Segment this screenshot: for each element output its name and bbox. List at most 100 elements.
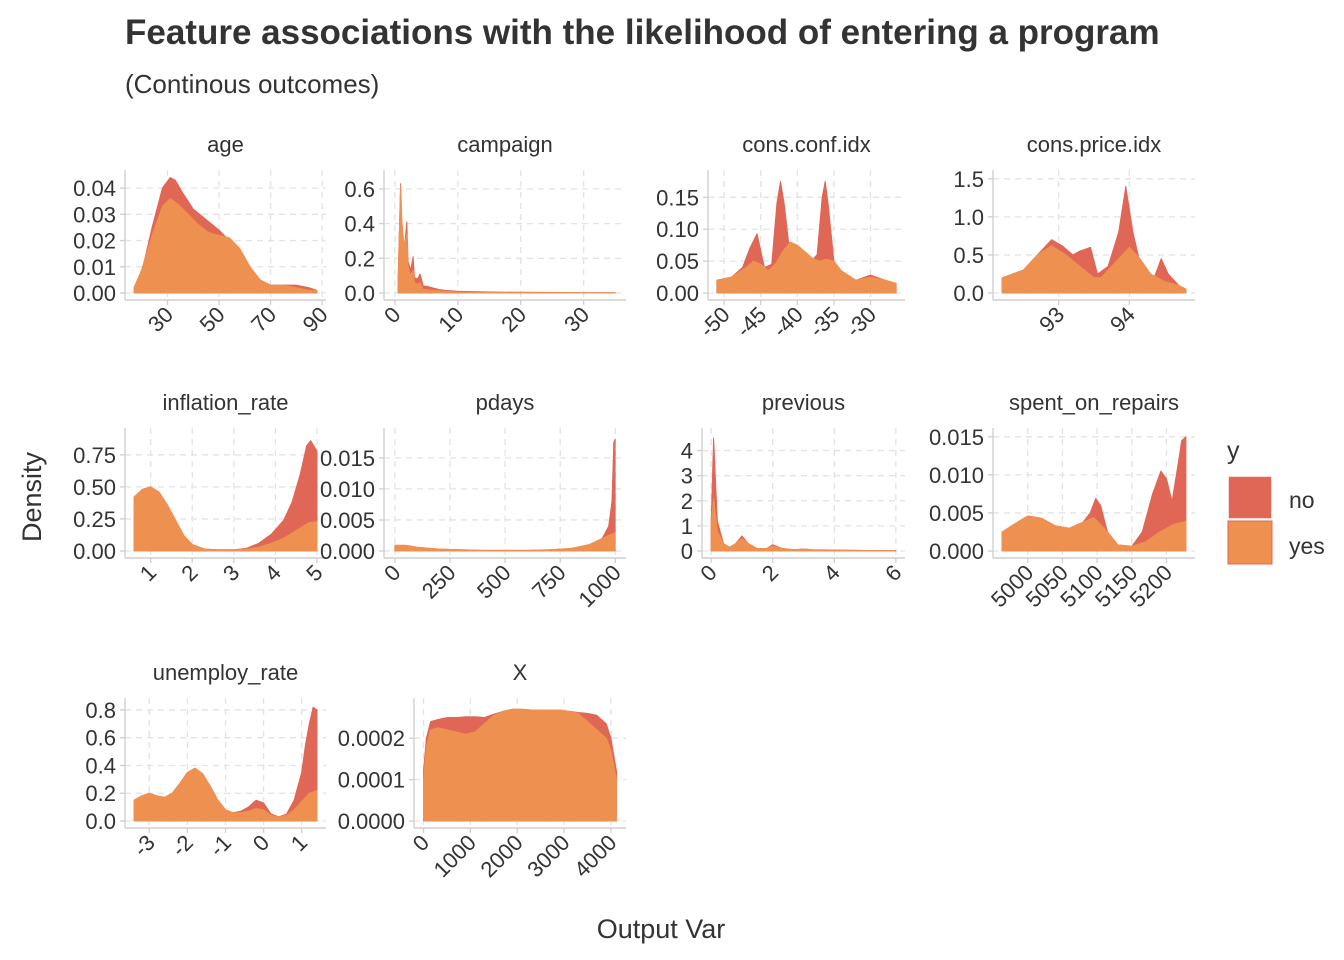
y-tick-label: 0.000 [929,539,984,564]
y-tick-label: 0.0002 [338,726,405,751]
y-tick-label: 0.02 [73,229,116,254]
x-tick-label: 10 [433,302,468,337]
density-area-yes [710,497,897,552]
y-tick-label: 0.25 [73,507,116,532]
panel-pdays: pdays 0.000 0.005 0.010 0.015 0 250 500 750 1000 [320,390,626,612]
x-tick-label: -2 [166,830,198,862]
panel-campaign: campaign 0.0 0.2 0.4 0.6 0 10 20 30 [344,132,626,337]
density-area-no [397,183,616,294]
density-area-yes [397,184,616,294]
y-tick-label: 0.005 [929,501,984,526]
chart-title: Feature associations with the likelihood… [125,13,1160,52]
chart-subtitle: (Continous outcomes) [125,69,379,99]
y-tick-label: 1.5 [953,167,984,192]
panel-title-cons-price-idx: cons.price.idx [1027,132,1162,157]
y-tick-label: 3 [681,464,693,489]
y-tick-label: 0.2 [344,246,375,271]
x-tick-label: -45 [731,302,771,342]
x-tick-label: 0 [248,830,274,856]
x-tick-label: 3000 [522,830,574,882]
x-tick-label: 0 [379,560,405,586]
x-tick-label: 30 [143,302,178,337]
density-area-no [710,437,897,552]
y-tick-label: 1.0 [953,205,984,230]
y-tick-label: 2 [681,489,693,514]
density-area-yes [423,708,617,822]
y-tick-label: 4 [681,439,693,464]
density-area-yes [133,767,318,822]
x-tick-label: 1 [135,560,161,586]
legend-key-yes [1227,520,1273,565]
x-tick-label: 30 [559,302,594,337]
y-tick-label: 0.5 [953,243,984,268]
y-tick-label: 0.000 [320,539,375,564]
x-tick-label: 90 [298,302,333,337]
y-tick-label: 0.0 [953,281,984,306]
y-tick-label: 0.15 [656,185,699,210]
y-tick-label: 0.4 [85,753,116,778]
x-tick-label: 50 [195,302,230,337]
legend-label-yes: yes [1289,533,1325,559]
panel-title-inflation-rate: inflation_rate [163,390,289,415]
legend-key-no [1227,475,1273,520]
x-tick-label: -40 [768,302,808,342]
panel-title-pdays: pdays [476,390,535,415]
y-tick-label: 0.015 [320,446,375,471]
panel-spent-on-repairs: spent_on_repairs0.0000.0050.0100.0155000… [929,390,1195,612]
y-tick-label: 0.00 [656,281,699,306]
y-tick-label: 0.04 [73,176,116,201]
x-tick-label: 94 [1105,302,1140,337]
x-tick-label: 2000 [475,830,527,882]
y-tick-label: 1 [681,514,693,539]
y-tick-label: 0.05 [656,249,699,274]
y-tick-label: 0.03 [73,202,116,227]
y-axis-label: Density [17,451,47,542]
x-tick-label: 4000 [569,830,621,882]
y-tick-label: 0.4 [344,212,375,237]
x-tick-label: -50 [695,302,735,342]
x-tick-label: 750 [527,560,571,604]
legend: y no yes [1227,437,1325,565]
x-tick-label: 20 [496,302,531,337]
x-tick-label: 3 [218,560,244,586]
density-area-yes [1001,245,1187,294]
x-tick-label: 2 [176,560,202,586]
y-tick-label: 0.0 [85,809,116,834]
y-tick-label: 0.0001 [338,768,405,793]
panel-title-previous: previous [762,390,845,415]
y-tick-label: 0.01 [73,255,116,280]
y-tick-label: 0.015 [929,425,984,450]
x-tick-label: 0 [379,302,405,328]
x-tick-label: 70 [246,302,281,337]
y-tick-label: 0.0 [344,281,375,306]
x-tick-label: 0 [695,560,721,586]
y-tick-label: 0.6 [85,726,116,751]
y-tick-label: 0.2 [85,781,116,806]
x-tick-label: 2 [757,560,783,586]
y-tick-label: 0.010 [320,477,375,502]
x-tick-label: -35 [804,302,844,342]
x-tick-label: 250 [417,560,461,604]
x-tick-label: -3 [128,830,160,862]
panel-title-campaign: campaign [457,132,552,157]
x-tick-label: 6 [880,560,906,586]
legend-label-no: no [1289,487,1315,513]
x-tick-label: 4 [260,560,286,586]
y-tick-label: 0.75 [73,443,116,468]
panel-cons-price-idx: cons.price.idx 0.0 0.5 1.0 1.5 93 94 [953,132,1195,337]
y-tick-label: 0.010 [929,463,984,488]
density-area-yes [133,198,318,294]
panel-cons-conf-idx: cons.conf.idx0.000.050.100.15-50-45-40-3… [656,132,905,342]
x-tick-label: 500 [472,560,516,604]
y-tick-label: 0.0000 [338,809,405,834]
y-tick-label: 0.00 [73,281,116,306]
x-tick-label: 4 [818,560,844,586]
x-tick-label: -1 [205,830,237,862]
x-tick-label: 1 [286,830,312,856]
x-tick-label: 1000 [574,560,626,612]
legend-title: y [1227,437,1240,465]
